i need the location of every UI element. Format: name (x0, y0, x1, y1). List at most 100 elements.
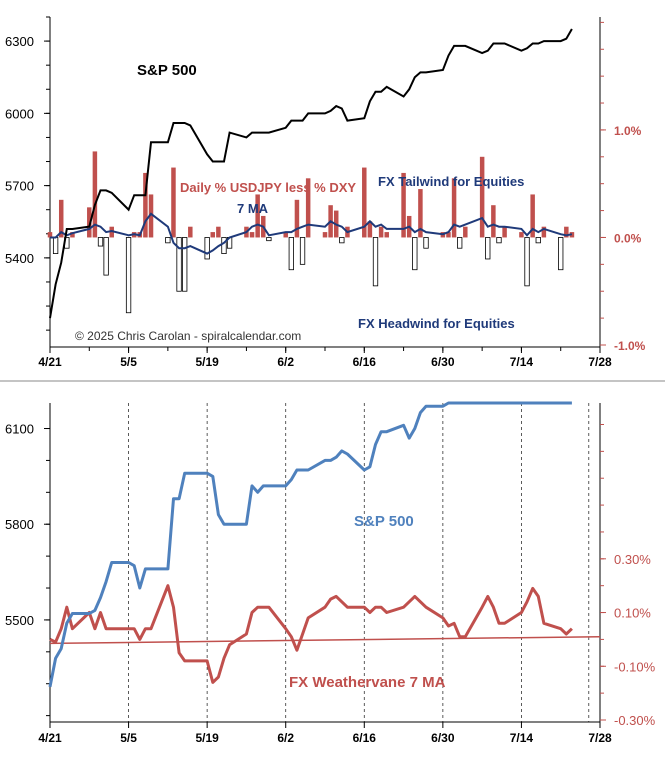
daily-bar-positive (294, 199, 300, 238)
daily-bar-negative (103, 237, 109, 276)
daily-bar-positive (384, 232, 389, 238)
daily-bar-positive (446, 232, 451, 238)
copyright-annotation: © 2025 Chris Carolan - spiralcalendar.co… (75, 329, 301, 343)
spx-annotation-bottom: S&P 500 (354, 513, 414, 530)
daily-bar-negative (165, 237, 171, 244)
daily-bar-positive (109, 226, 114, 238)
daily-bar-positive (249, 232, 255, 238)
daily-bar-negative (558, 237, 564, 271)
daily-bar-negative (524, 237, 530, 287)
daily-bar-negative (339, 237, 345, 244)
bottom-left-ticks: 5500 5800 6100 (5, 422, 50, 717)
daily-bar-positive (216, 226, 221, 238)
spx-annotation-top: S&P 500 (137, 62, 197, 79)
x-tick-label: 5/19 (195, 731, 219, 745)
top-chart-panel: 4/21 5/5 5/19 6/2 6/16 6/30 7/14 7/28 5400 5700 6… (5, 16, 646, 369)
daily-bar-positive (362, 167, 367, 238)
left-tick-label: 5400 (5, 251, 34, 266)
right-tick-label: -0.30% (614, 713, 656, 728)
daily-bar-positive (322, 232, 328, 238)
x-tick-label: 4/21 (38, 355, 62, 369)
daily-bar-positive (378, 226, 384, 238)
x-tick-label: 6/30 (431, 731, 455, 745)
weathervane-trendline (49, 635, 601, 645)
daily-bar-negative (372, 237, 379, 287)
daily-bar-positive (148, 194, 154, 238)
daily-bar-negative (485, 237, 491, 260)
daily-bar-negative (52, 237, 59, 254)
headwind-annotation: FX Headwind for Equities (358, 316, 515, 331)
x-tick-label: 7/14 (510, 355, 534, 369)
tailwind-annotation: FX Tailwind for Equities (378, 174, 524, 189)
daily-bar-negative (97, 237, 104, 247)
top-right-ticks: 1.0% 0.0% -1.0% (600, 21, 646, 353)
left-tick-label: 5500 (5, 613, 34, 628)
x-tick-label: 5/5 (120, 731, 137, 745)
spx-line-top (49, 28, 573, 319)
daily-bar-negative (535, 237, 541, 244)
right-tick-label: 0.0% (614, 231, 642, 245)
right-tick-label: 0.30% (614, 552, 651, 567)
top-left-ticks: 5400 5700 6000 6300 (5, 16, 50, 331)
weathervane-annotation: FX Weathervane 7 MA (289, 674, 446, 691)
right-tick-label: -0.10% (614, 659, 656, 674)
daily-bar-negative (125, 237, 132, 314)
x-tick-label: 5/5 (120, 355, 137, 369)
daily-bar-negative (423, 237, 429, 249)
left-tick-label: 6100 (5, 422, 34, 437)
daily-bar-positive (171, 167, 176, 238)
x-tick-label: 7/14 (510, 731, 534, 745)
daily-bar-positive (143, 172, 148, 238)
daily-bar-positive (188, 226, 193, 238)
daily-bar-negative (288, 237, 294, 271)
x-tick-label: 4/21 (38, 731, 62, 745)
daily-bar-positive (530, 194, 535, 238)
daily-bar-positive (491, 205, 496, 238)
daily-bar-positive (210, 232, 215, 238)
x-tick-label: 6/2 (277, 731, 294, 745)
daily-bar-positive (305, 178, 311, 238)
x-tick-label: 6/30 (431, 355, 455, 369)
bottom-x-ticks: 4/21 5/5 5/19 6/2 6/16 6/30 7/14 7/28 (38, 722, 612, 745)
x-tick-label: 6/16 (353, 731, 377, 745)
daily-bar-negative (299, 237, 306, 265)
daily-bar-negative (266, 237, 272, 242)
daily-bar-positive (519, 232, 524, 238)
daily-bar-negative (182, 237, 188, 292)
daily-bar-positive (58, 199, 64, 238)
daily-bar-negative (204, 237, 210, 260)
daily-bar-positive (463, 226, 468, 238)
daily-bar-negative (457, 237, 463, 249)
daily-bar-positive (283, 232, 288, 238)
daily-bar-positive (92, 151, 98, 238)
top-x-ticks: 4/21 5/5 5/19 6/2 6/16 6/30 7/14 7/28 (38, 347, 612, 369)
left-tick-label: 6000 (5, 106, 34, 121)
daily-bar-positive (255, 194, 260, 238)
right-tick-label: 1.0% (614, 124, 642, 138)
daily-annotation: Daily % USDJPY less % DXY (180, 180, 356, 195)
left-tick-label: 6300 (5, 34, 34, 49)
weathervane-line (49, 584, 573, 684)
left-tick-label: 5800 (5, 517, 34, 532)
daily-bar-positive (418, 189, 423, 238)
daily-bar-positive (401, 172, 406, 238)
ma-annotation: 7 MA (237, 201, 269, 216)
daily-bar-positive (87, 207, 92, 238)
right-tick-label: -1.0% (614, 339, 646, 353)
daily-bar-negative (176, 237, 182, 292)
daily-bar-negative (221, 237, 227, 254)
right-tick-label: 0.10% (614, 606, 651, 621)
left-tick-label: 5700 (5, 179, 34, 194)
daily-bar-positive (451, 178, 457, 238)
daily-bar-positive (47, 232, 53, 238)
ma-line (50, 212, 573, 255)
x-tick-label: 5/19 (195, 355, 219, 369)
daily-bar-negative (496, 237, 502, 244)
daily-bar-positive (502, 226, 507, 238)
daily-bar-negative (412, 237, 418, 271)
daily-bar-positive (564, 226, 569, 238)
x-tick-label: 7/28 (588, 731, 612, 745)
daily-bar-positive (479, 156, 485, 238)
daily-bar-positive (70, 232, 75, 238)
